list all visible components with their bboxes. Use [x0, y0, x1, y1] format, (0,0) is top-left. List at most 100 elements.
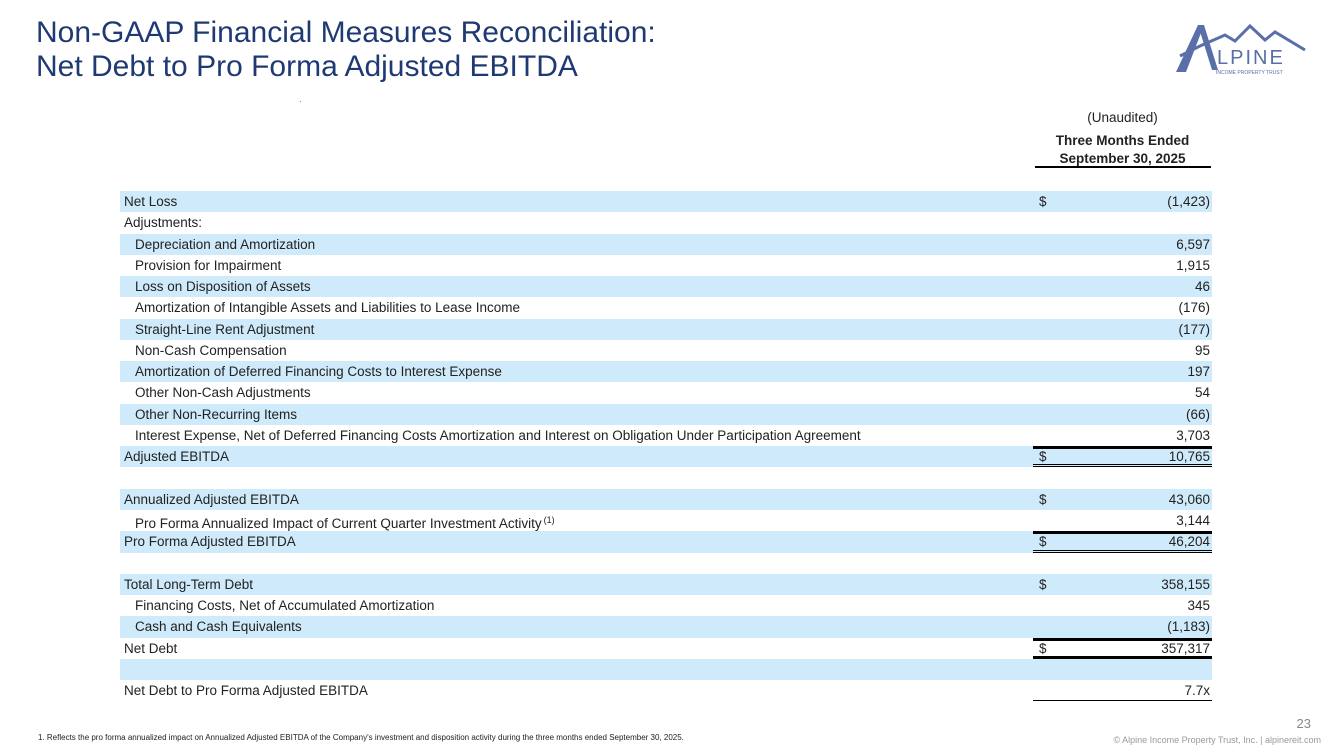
title-line-1: Non-GAAP Financial Measures Reconciliati… [36, 16, 656, 49]
row-label: Adjusted EBITDA [124, 446, 229, 467]
row-label-text: Net Debt to Pro Forma Adjusted EBITDA [124, 683, 368, 699]
table-row [120, 553, 1212, 574]
table-row: Annualized Adjusted EBITDA $43,060 [120, 488, 1212, 510]
row-value: 95 [1194, 342, 1210, 358]
row-label-text: Pro Forma Annualized Impact of Current Q… [135, 515, 542, 531]
row-value: 1,915 [1176, 257, 1210, 273]
row-label: Other Non-Recurring Items [135, 404, 297, 425]
row-label: Provision for Impairment [135, 255, 281, 276]
row-value: 46,204 [1168, 534, 1210, 550]
row-label: Amortization of Intangible Assets and Li… [135, 297, 520, 318]
value-cell [1033, 553, 1212, 574]
row-value: (177) [1178, 321, 1210, 337]
row-label-text: Annualized Adjusted EBITDA [124, 491, 299, 507]
table-row [120, 658, 1212, 681]
row-label: Net Debt to Pro Forma Adjusted EBITDA [124, 680, 368, 701]
row-label: Net Debt [124, 638, 177, 659]
row-label-text: Net Loss [124, 194, 178, 209]
row-label: Loss on Disposition of Assets [135, 276, 311, 297]
value-cell [1033, 531, 1212, 553]
row-value: 345 [1187, 598, 1210, 614]
footnote-marker: (1) [543, 514, 555, 525]
row-value: 10,765 [1168, 449, 1210, 465]
value-cell [1033, 680, 1212, 702]
row-label: Pro Forma Annualized Impact of Current Q… [135, 510, 555, 534]
row-value: (1,183) [1167, 619, 1210, 635]
row-value: 3,144 [1176, 512, 1210, 528]
table-row: Other Non-Cash Adjustments 54 [120, 382, 1212, 403]
row-value: 197 [1187, 364, 1210, 380]
svg-text:INCOME PROPERTY TRUST: INCOME PROPERTY TRUST [1216, 70, 1283, 76]
table-row: Financing Costs, Net of Accumulated Amor… [120, 595, 1212, 616]
row-label: Straight-Line Rent Adjustment [135, 319, 314, 340]
row-value: 7.7x [1184, 683, 1210, 699]
row-label: Other Non-Cash Adjustments [135, 382, 311, 403]
row-label: Non-Cash Compensation [135, 340, 287, 361]
value-cell [1033, 446, 1212, 468]
row-value: (176) [1178, 300, 1210, 316]
table-row: Loss on Disposition of Assets 46 [120, 276, 1212, 298]
row-label-text: Amortization of Deferred Financing Costs… [135, 364, 502, 380]
row-label: Adjustments: [124, 212, 202, 233]
row-value: 46 [1194, 279, 1210, 295]
table-row: Other Non-Recurring Items (66) [120, 403, 1212, 425]
value-cell [1033, 467, 1212, 488]
table-row: Total Long-Term Debt $358,155 [120, 573, 1212, 596]
row-label-text: Adjusted EBITDA [124, 449, 230, 465]
value-cell [1033, 637, 1212, 659]
value-cell [1033, 382, 1212, 403]
row-label-text: Other Non-Cash Adjustments [135, 385, 311, 401]
row-label: Cash and Cash Equivalents [135, 616, 302, 637]
table-row: Depreciation and Amortization 6,597 [120, 233, 1212, 255]
row-label: Net Loss [124, 191, 177, 212]
row-value: 357,317 [1161, 640, 1210, 656]
value-cell [1033, 595, 1212, 616]
page-number: 23 [1296, 716, 1311, 731]
row-label-text: Interest Expense, Net of Deferred Financ… [135, 427, 861, 443]
unaudited-label: (Unaudited) [1087, 110, 1158, 125]
table-row: Interest Expense, Net of Deferred Financ… [120, 425, 1212, 446]
table-row: Adjustments: [120, 212, 1212, 233]
row-label-text: Net Debt [124, 640, 178, 656]
column-header-line-2: September 30, 2025 [1059, 151, 1186, 166]
footnote: 1. Reflects the pro forma annualized imp… [38, 733, 684, 742]
page-title: Non-GAAP Financial Measures Reconciliati… [36, 16, 656, 84]
row-value: 3,703 [1176, 427, 1210, 443]
row-value: 43,060 [1168, 491, 1210, 507]
row-label: Depreciation and Amortization [135, 234, 315, 255]
row-label-text: Provision for Impairment [135, 257, 282, 273]
table-row: Amortization of Intangible Assets and Li… [120, 297, 1212, 318]
table-row [120, 467, 1212, 488]
table-row: Net Debt to Pro Forma Adjusted EBITDA 7.7… [120, 680, 1212, 702]
dollar-sign: $ [1039, 449, 1047, 465]
row-value: (66) [1185, 406, 1210, 422]
row-label-text: Other Non-Recurring Items [135, 406, 298, 422]
value-cell [1033, 276, 1212, 297]
row-label-text: Depreciation and Amortization [135, 236, 316, 252]
copyright: © Alpine Income Property Trust, Inc. | a… [1113, 735, 1321, 745]
row-value: 358,155 [1161, 576, 1210, 592]
table-row: Provision for Impairment 1,915 [120, 255, 1212, 276]
row-label: Annualized Adjusted EBITDA [124, 489, 299, 510]
alpine-logo: LPINE INCOME PROPERTY TRUST [1176, 23, 1306, 76]
table-row: Adjusted EBITDA $10,765 [120, 446, 1212, 468]
title-line-2: Net Debt to Pro Forma Adjusted EBITDA [36, 50, 578, 83]
row-label: Amortization of Deferred Financing Costs… [135, 361, 502, 382]
decorative-dot [300, 101, 301, 102]
row-label-text: Straight-Line Rent Adjustment [135, 321, 315, 337]
table-row: Net Loss $ (1,423) [120, 191, 1212, 213]
row-label-text: Financing Costs, Net of Accumulated Amor… [135, 598, 435, 614]
svg-text:LPINE: LPINE [1217, 47, 1285, 69]
row-label: Total Long-Term Debt [124, 574, 253, 595]
column-header: Three Months Ended September 30, 2025 [1033, 132, 1212, 168]
dollar-sign: $ [1039, 491, 1047, 507]
table-row: Net Debt $357,317 [120, 637, 1212, 659]
column-header-line-1: Three Months Ended [1055, 133, 1190, 148]
row-label-text: Amortization of Intangible Assets and Li… [135, 300, 520, 316]
table-row: Cash and Cash Equivalents (1,183) [120, 616, 1212, 638]
row-label-text: Cash and Cash Equivalents [135, 619, 302, 635]
value-cell [1033, 340, 1212, 361]
row-label-text: Loss on Disposition of Assets [135, 279, 311, 295]
row-value: 6,597 [1176, 236, 1210, 252]
row-label-text: Pro Forma Adjusted EBITDA [124, 534, 296, 550]
